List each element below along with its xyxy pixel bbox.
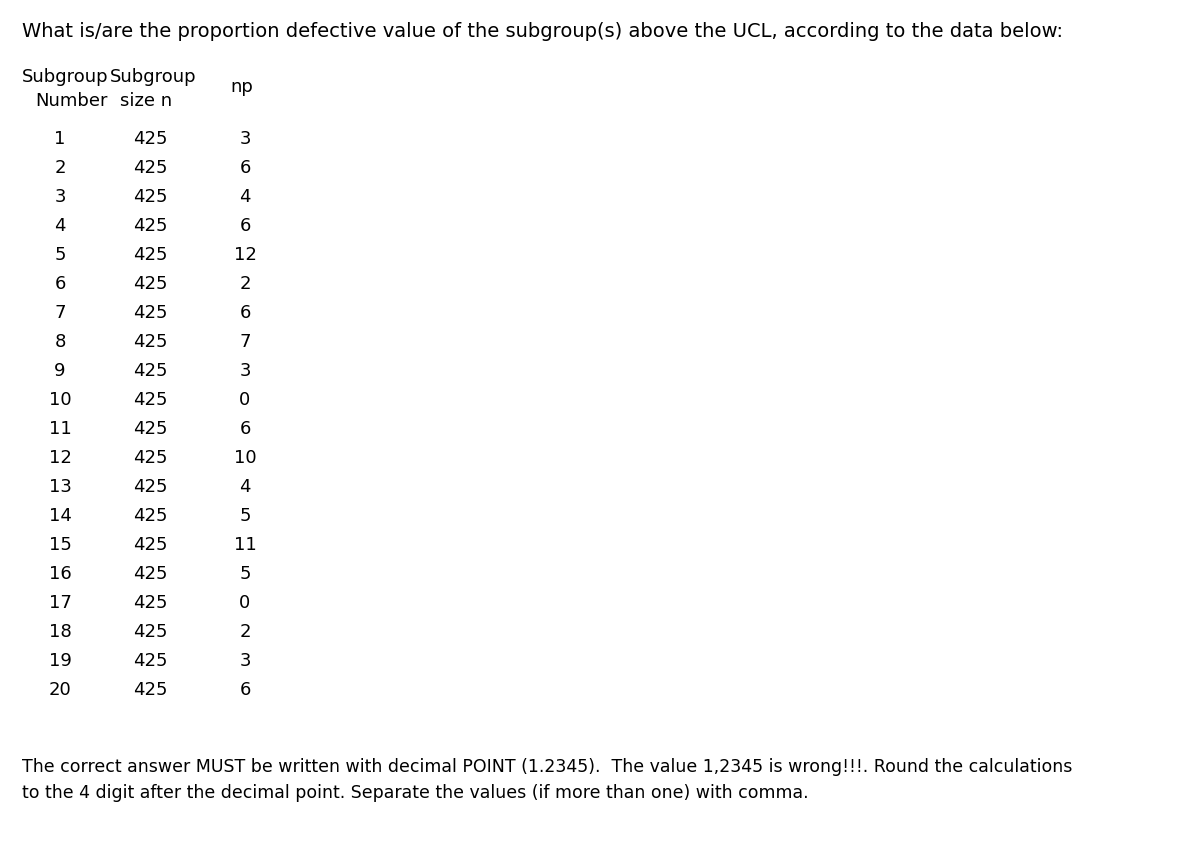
Text: 6: 6 xyxy=(239,420,251,438)
Text: Subgroup: Subgroup xyxy=(22,68,109,86)
Text: 425: 425 xyxy=(133,362,167,380)
Text: 425: 425 xyxy=(133,159,167,177)
Text: 9: 9 xyxy=(54,362,66,380)
Text: 18: 18 xyxy=(49,623,71,641)
Text: 1: 1 xyxy=(54,130,66,148)
Text: 12: 12 xyxy=(234,246,257,264)
Text: 3: 3 xyxy=(54,188,66,206)
Text: 425: 425 xyxy=(133,652,167,670)
Text: 425: 425 xyxy=(133,478,167,496)
Text: 19: 19 xyxy=(48,652,72,670)
Text: 11: 11 xyxy=(234,536,257,554)
Text: 10: 10 xyxy=(49,391,71,409)
Text: 5: 5 xyxy=(239,565,251,583)
Text: 7: 7 xyxy=(239,333,251,351)
Text: 7: 7 xyxy=(54,304,66,322)
Text: 425: 425 xyxy=(133,536,167,554)
Text: 13: 13 xyxy=(48,478,72,496)
Text: 16: 16 xyxy=(49,565,71,583)
Text: 5: 5 xyxy=(54,246,66,264)
Text: 2: 2 xyxy=(54,159,66,177)
Text: 3: 3 xyxy=(239,130,251,148)
Text: 425: 425 xyxy=(133,217,167,235)
Text: np: np xyxy=(230,78,253,96)
Text: 0: 0 xyxy=(239,594,251,612)
Text: 425: 425 xyxy=(133,681,167,699)
Text: 17: 17 xyxy=(48,594,72,612)
Text: 4: 4 xyxy=(239,188,251,206)
Text: The correct answer MUST be written with decimal POINT (1.2345).  The value 1,234: The correct answer MUST be written with … xyxy=(22,758,1073,776)
Text: 6: 6 xyxy=(239,217,251,235)
Text: 15: 15 xyxy=(48,536,72,554)
Text: 425: 425 xyxy=(133,333,167,351)
Text: 425: 425 xyxy=(133,246,167,264)
Text: 3: 3 xyxy=(239,652,251,670)
Text: 425: 425 xyxy=(133,420,167,438)
Text: 6: 6 xyxy=(54,275,66,293)
Text: 6: 6 xyxy=(239,681,251,699)
Text: 425: 425 xyxy=(133,275,167,293)
Text: 425: 425 xyxy=(133,594,167,612)
Text: 425: 425 xyxy=(133,304,167,322)
Text: 2: 2 xyxy=(239,623,251,641)
Text: Number: Number xyxy=(35,92,108,110)
Text: to the 4 digit after the decimal point. Separate the values (if more than one) w: to the 4 digit after the decimal point. … xyxy=(22,784,809,802)
Text: 4: 4 xyxy=(54,217,66,235)
Text: 6: 6 xyxy=(239,304,251,322)
Text: 425: 425 xyxy=(133,130,167,148)
Text: 3: 3 xyxy=(239,362,251,380)
Text: 10: 10 xyxy=(234,449,257,467)
Text: size n: size n xyxy=(120,92,172,110)
Text: What is/are the proportion defective value of the subgroup(s) above the UCL, acc: What is/are the proportion defective val… xyxy=(22,22,1063,41)
Text: 20: 20 xyxy=(49,681,71,699)
Text: 425: 425 xyxy=(133,449,167,467)
Text: 14: 14 xyxy=(48,507,72,525)
Text: 2: 2 xyxy=(239,275,251,293)
Text: 425: 425 xyxy=(133,507,167,525)
Text: 425: 425 xyxy=(133,391,167,409)
Text: 0: 0 xyxy=(239,391,251,409)
Text: 8: 8 xyxy=(54,333,66,351)
Text: Subgroup: Subgroup xyxy=(110,68,197,86)
Text: 425: 425 xyxy=(133,623,167,641)
Text: 425: 425 xyxy=(133,565,167,583)
Text: 5: 5 xyxy=(239,507,251,525)
Text: 425: 425 xyxy=(133,188,167,206)
Text: 4: 4 xyxy=(239,478,251,496)
Text: 12: 12 xyxy=(48,449,72,467)
Text: 11: 11 xyxy=(49,420,71,438)
Text: 6: 6 xyxy=(239,159,251,177)
